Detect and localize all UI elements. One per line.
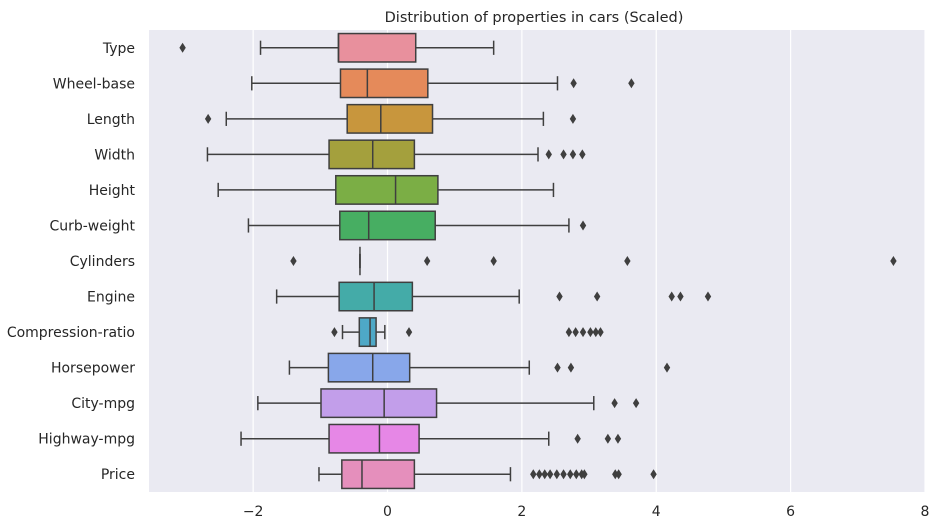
x-tick-label: 4	[652, 504, 661, 520]
outlier-point	[604, 433, 612, 444]
category-label: Type	[102, 41, 135, 57]
category-label: Highway-mpg	[38, 432, 135, 448]
plot-area	[149, 30, 925, 492]
outlier-point	[569, 149, 577, 160]
outlier-point	[587, 327, 594, 338]
outlier-point	[560, 469, 567, 480]
iqr-box	[337, 32, 417, 63]
box-city-mpg	[257, 388, 640, 419]
category-label: Compression-ratio	[7, 325, 135, 341]
x-tick-label: −2	[243, 504, 264, 520]
outlier-point	[290, 256, 297, 266]
box-cylinders	[290, 246, 897, 276]
category-label: Horsepower	[51, 361, 135, 377]
x-tick-label: 8	[921, 504, 930, 520]
category-label: Cylinders	[70, 254, 135, 270]
category-label: Engine	[87, 290, 135, 306]
iqr-box	[346, 103, 434, 134]
outlier-point	[536, 469, 543, 480]
iqr-box	[358, 317, 377, 348]
outlier-point	[570, 78, 577, 89]
iqr-box	[341, 459, 416, 490]
outlier-point	[567, 362, 575, 373]
outlier-point	[573, 469, 580, 480]
outlier-point	[890, 256, 897, 266]
category-label: City-mpg	[71, 396, 135, 412]
iqr-box	[338, 281, 414, 312]
outlier-point	[554, 362, 561, 373]
boxes	[179, 32, 897, 490]
outlier-point	[650, 469, 657, 480]
outlier-point	[628, 78, 635, 89]
outlier-point	[704, 291, 712, 302]
outlier-point	[553, 469, 561, 480]
box-price	[318, 459, 657, 490]
outlier-point	[611, 398, 618, 409]
box-engine	[275, 281, 712, 312]
outlier-point	[592, 327, 599, 338]
outlier-point	[546, 469, 554, 480]
outlier-point	[567, 469, 574, 480]
outlier-point	[179, 42, 186, 53]
outlier-point	[579, 149, 586, 160]
outlier-point	[614, 433, 622, 444]
outlier-point	[615, 469, 622, 480]
outlier-point	[331, 327, 338, 338]
iqr-box	[335, 174, 439, 205]
outlier-point	[677, 291, 684, 302]
x-tick-label: 6	[786, 504, 795, 520]
outlier-point	[668, 291, 675, 302]
iqr-box	[320, 388, 438, 419]
box-wheel-base	[251, 68, 635, 99]
x-tick-labels: −2 0 2 4 6 8	[243, 504, 930, 520]
iqr-box	[339, 210, 436, 241]
outlier-point	[405, 327, 413, 338]
outlier-point	[572, 327, 579, 338]
box-horsepower	[288, 352, 671, 383]
outlier-point	[593, 291, 601, 302]
outlier-point	[569, 113, 577, 124]
box-width	[206, 139, 586, 170]
category-label: Curb-weight	[49, 218, 135, 234]
iqr-box	[328, 423, 420, 454]
category-label: Height	[89, 183, 136, 199]
outlier-point	[597, 327, 604, 338]
outlier-point	[579, 220, 587, 231]
outlier-point	[490, 256, 497, 266]
box-type	[179, 32, 495, 63]
outlier-point	[565, 327, 573, 338]
outlier-point	[663, 362, 671, 373]
x-tick-label: 2	[517, 504, 526, 520]
box-compression-ratio	[331, 317, 604, 348]
category-labels: Type Wheel-base Length Width Height Curb-weig…	[7, 41, 136, 483]
outlier-point	[581, 469, 588, 480]
outlier-point	[574, 433, 581, 444]
outlier-point	[423, 256, 431, 266]
box-curb-weight	[247, 210, 587, 241]
iqr-box	[328, 139, 416, 170]
category-label: Width	[94, 147, 135, 163]
x-tick-label: 0	[383, 504, 392, 520]
outlier-point	[632, 398, 640, 409]
category-label: Wheel-base	[53, 76, 135, 92]
outlier-point	[530, 469, 537, 480]
box-height	[217, 174, 555, 205]
outlier-point	[624, 256, 631, 266]
outlier-point	[556, 291, 563, 302]
iqr-box	[339, 68, 429, 99]
iqr-box	[327, 352, 411, 383]
outlier-point	[204, 113, 212, 124]
outlier-point	[560, 149, 567, 160]
category-label: Length	[87, 112, 135, 128]
category-label: Price	[101, 467, 135, 483]
outlier-point	[541, 469, 548, 480]
outlier-point	[579, 327, 587, 338]
box-highway-mpg	[240, 423, 622, 454]
chart-title: Distribution of properties in cars (Scal…	[385, 10, 684, 26]
box-length	[204, 103, 577, 134]
outlier-point	[545, 149, 552, 160]
outlier-point	[612, 469, 619, 480]
